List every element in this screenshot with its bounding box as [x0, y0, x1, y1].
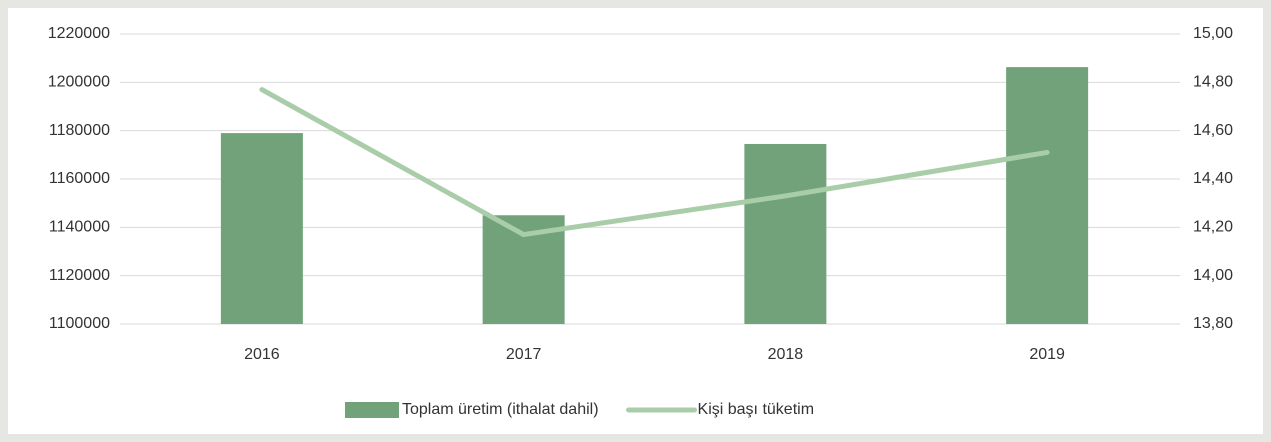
- legend-label: Toplam üretim (ithalat dahil): [402, 401, 599, 418]
- y2-tick-label: 14,00: [1193, 267, 1233, 284]
- y-tick-label: 1140000: [49, 219, 110, 236]
- x-tick-label: 2018: [768, 346, 804, 363]
- bar: [744, 143, 827, 324]
- y-tick-label: 1160000: [49, 170, 110, 187]
- legend-label: Kişi başı tüketim: [698, 401, 814, 418]
- y2-tick-label: 14,20: [1193, 219, 1233, 236]
- legend-swatch: [345, 402, 399, 418]
- x-tick-label: 2019: [1029, 346, 1065, 363]
- x-tick-label: 2017: [506, 346, 542, 363]
- y-tick-label: 1200000: [48, 74, 110, 91]
- y2-tick-label: 13,80: [1193, 315, 1233, 332]
- y-tick-label: 1220000: [48, 25, 110, 42]
- y2-tick-label: 14,60: [1193, 122, 1233, 139]
- y2-tick-label: 15,00: [1193, 25, 1233, 42]
- bar: [220, 133, 303, 324]
- bar: [1006, 67, 1089, 324]
- y-tick-label: 1180000: [49, 122, 110, 139]
- y-tick-label: 1120000: [49, 267, 110, 284]
- y2-tick-label: 14,40: [1193, 170, 1233, 187]
- y2-tick-label: 14,80: [1193, 74, 1233, 91]
- line: [259, 87, 1050, 238]
- y-tick-label: 1100000: [49, 315, 110, 332]
- x-tick-label: 2016: [244, 346, 280, 363]
